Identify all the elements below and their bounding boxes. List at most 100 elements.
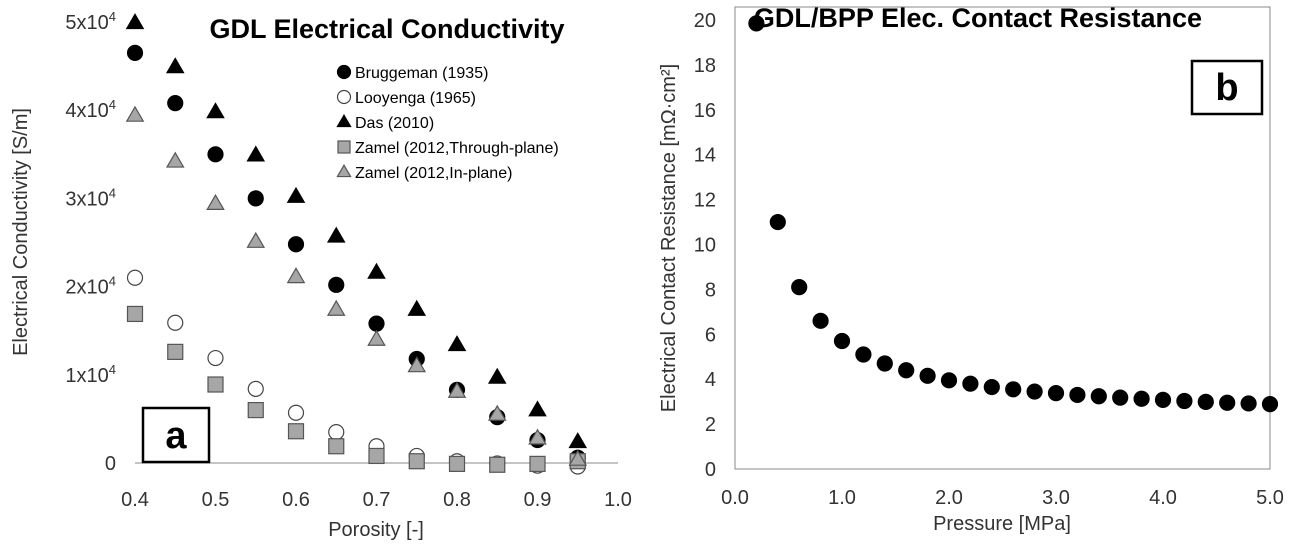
panel-a-x-tick-label: 0.7: [363, 489, 391, 511]
panel-a-series-4-point: [528, 428, 547, 445]
panel-a-series-3-point: [247, 401, 264, 419]
panel-a-series-3-point: [126, 305, 144, 323]
panel-a-series-3-point: [408, 453, 425, 470]
panel-a-letter-box: [141, 406, 211, 464]
panel-a-series-2-point: [528, 400, 547, 417]
panel-b-data-point: [898, 362, 915, 379]
panel-b-x-tick-label: 4.0: [1149, 487, 1177, 509]
panel-b-data-point: [1154, 391, 1172, 408]
panel-a-x-tick-label: 1.0: [604, 489, 632, 511]
panel-b-letter: b: [1215, 67, 1238, 109]
panel-b-data-point: [1112, 389, 1129, 406]
panel-a-legend-marker: [337, 140, 351, 154]
panel-b-x-axis-label: Pressure [MPa]: [933, 513, 1071, 535]
panel-a-title: GDL Electrical Conductivity: [209, 14, 564, 44]
panel-a-series-4-point: [487, 404, 507, 421]
panel-a-legend-marker: [336, 64, 352, 80]
panel-a-y-tick-label: 4x104: [65, 97, 116, 122]
panel-a-y-tick-label: 1x104: [65, 362, 116, 387]
panel-a-series-4-point: [367, 329, 386, 346]
panel-b-data-point: [1069, 386, 1086, 404]
panel-a-legend-label: Zamel (2012,Through-plane): [355, 140, 559, 157]
panel-a-legend-marker: [336, 163, 352, 178]
panel-b-data-point: [1197, 393, 1214, 410]
panel-b-y-tick-label: 14: [694, 145, 716, 167]
panel-b-x-tick-label: 3.0: [1042, 487, 1070, 509]
panel-a-series-0-point: [287, 236, 305, 253]
panel-b-y-tick-label: 8: [705, 279, 716, 301]
panel-a-series-3-point: [529, 455, 546, 472]
panel-a-series-3-point: [287, 423, 305, 440]
panel-a-series-2-point: [246, 145, 266, 162]
panel-b-y-tick-label: 0: [705, 459, 716, 481]
panel-b-data-point: [769, 213, 786, 231]
panel-a-conductivity-chart: GDL Electrical Conductivity 0.4 0.5 0.6 0.7…: [10, 9, 632, 541]
panel-b-data-point: [1047, 385, 1065, 402]
panel-b-y-tick-label: 12: [694, 190, 716, 212]
panel-a-x-tick-label: 0.5: [202, 489, 230, 511]
panel-b-data-point: [919, 367, 936, 384]
panel-a-series-1-point: [126, 269, 144, 286]
panel-a-series-4-point: [568, 449, 588, 466]
panel-b-data-point: [791, 279, 808, 296]
panel-b-y-axis-label: Electrical Contact Resistance [mΩ·cm²]: [658, 64, 680, 412]
panel-a-y-tick-label: 5x104: [65, 9, 116, 34]
panel-a-series-2-point: [487, 367, 507, 384]
panel-a-series-3-point: [368, 447, 385, 465]
panel-b-data-point: [833, 332, 851, 350]
panel-b-y-tick-label: 16: [694, 100, 716, 122]
panel-a-series-4-point: [286, 267, 306, 284]
panel-b-x-tick-label: 0.0: [721, 487, 749, 509]
panel-a-series-1-point: [247, 380, 264, 398]
panel-a-x-tick-label: 0.9: [524, 489, 552, 511]
panel-a-legend: Bruggeman (1935) Looyenga (1965) Das (2010…: [336, 64, 559, 182]
panel-b-data-point: [962, 375, 979, 392]
panel-b-y-tick-label: 18: [694, 55, 716, 77]
panel-a-series-0-point: [368, 315, 385, 332]
panel-b-letter-box: [1190, 59, 1264, 116]
panel-a-series-1-point: [287, 404, 305, 421]
panel-b-data-point: [748, 15, 765, 32]
panel-b-y-tick-label: 2: [705, 414, 716, 436]
panel-a-series-0-point: [207, 146, 224, 163]
panel-b-x-tick-label: 2.0: [935, 487, 963, 509]
panel-a-legend-marker: [336, 89, 352, 105]
panel-b-data-point: [983, 378, 1000, 396]
panel-a-series-2-point: [206, 102, 225, 119]
panel-b-data-point: [1240, 395, 1257, 412]
panel-b-data-point: [1219, 394, 1236, 411]
panel-b-title: GDL/BPP Elec. Contact Resistance: [754, 3, 1202, 33]
panel-a-legend-label: Zamel (2012,In-plane): [355, 165, 512, 182]
panel-b-data-points: [748, 15, 1279, 413]
panel-a-legend-marker: [336, 113, 352, 128]
panel-a-series-4-point: [206, 193, 225, 210]
panel-a-series-0-point: [247, 190, 264, 207]
panel-b-data-point: [812, 312, 829, 329]
panel-a-series-1-point: [167, 314, 184, 331]
panel-a-legend-label: Das (2010): [355, 115, 434, 132]
panel-a-y-axis-label: Electrical Conductivity [S/m]: [10, 108, 32, 356]
panel-a-letter: a: [165, 415, 187, 457]
panel-b-data-point: [1133, 390, 1150, 407]
panel-a-series-3-point: [167, 343, 184, 360]
panel-b-y-tick-label: 20: [694, 10, 716, 32]
panel-b-data-point: [1176, 392, 1193, 410]
panel-b-data-point: [1026, 383, 1043, 400]
panel-b-x-tick-label: 5.0: [1256, 487, 1284, 509]
panel-b-contact-resistance-chart: GDL/BPP Elec. Contact Resistance 0.0 1.0 2…: [658, 3, 1284, 535]
panel-a-series-4-point: [246, 231, 266, 248]
panel-a-x-tick-labels: 0.4 0.5 0.6 0.7 0.8 0.9 1.0: [121, 489, 632, 511]
panel-b-plot-frame: [734, 6, 1271, 470]
panel-a-x-axis-label: Porosity [-]: [328, 519, 424, 541]
panel-b-y-tick-label: 6: [705, 324, 716, 346]
panel-b-y-tick-label: 10: [694, 235, 716, 257]
panel-a-series-4-point: [447, 381, 467, 398]
panel-a-series-1-point: [207, 349, 224, 367]
panel-a-series-2-point: [125, 13, 145, 30]
panel-a-series-0-point: [167, 95, 184, 112]
panel-b-data-point: [1090, 388, 1107, 405]
panel-a-x-tick-label: 0.8: [443, 489, 471, 511]
panel-a-series-0-point: [126, 44, 144, 61]
panel-a-series-3-point: [328, 438, 345, 455]
